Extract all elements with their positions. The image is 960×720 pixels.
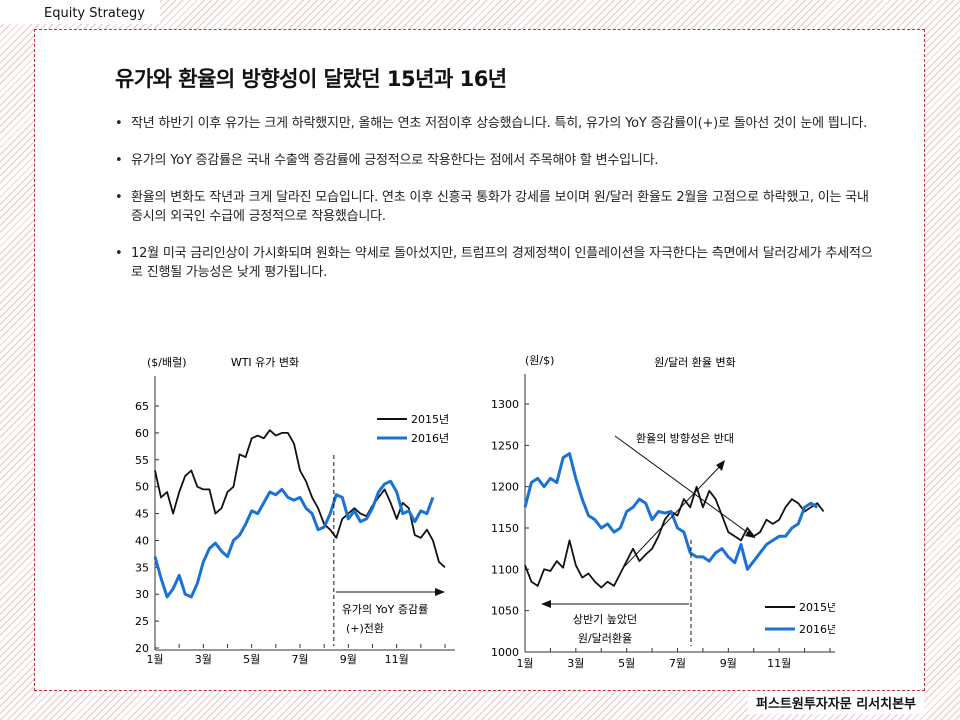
series-line-2016: [153, 479, 435, 599]
annotation-arrowhead: [716, 460, 725, 471]
x-tick-label: 1월: [516, 657, 533, 670]
annotation-text: 원/달러환율: [578, 632, 632, 645]
wti-chart: WTI 유가 변화 ($/배럴) 20 25 30 35 40 45 50 55 60 65 1월…: [135, 356, 455, 666]
annotation-arrowhead: [541, 600, 551, 608]
annotation-text: 유가의 YoY 증감률: [342, 603, 428, 616]
x-tick-label: 9월: [720, 657, 737, 670]
x-tick-label: 5월: [618, 657, 635, 670]
y-tick-label: 45: [135, 508, 149, 521]
y-axis-label: (원/$): [525, 354, 554, 367]
x-tick-label: 11월: [767, 657, 791, 670]
y-tick-label: 1250: [491, 439, 519, 452]
legend: 2015년 2016년: [377, 413, 449, 445]
y-tick-label: 1300: [491, 398, 519, 411]
x-tick-label: 9월: [340, 653, 357, 666]
y-tick-label: 1200: [491, 481, 519, 494]
annotation-arrow: [624, 462, 724, 567]
y-tick-label: 1050: [491, 605, 519, 618]
y-tick-label: 60: [135, 427, 149, 440]
y-axis-label: ($/배럴): [147, 356, 187, 369]
fx-chart: 원/달러 환율 변화 (원/$) 1000 1050 1100 1150 1200 125…: [491, 354, 835, 670]
y-tick-label: 65: [135, 400, 149, 413]
x-tick-label: 3월: [195, 653, 212, 666]
chart-title: WTI 유가 변화: [231, 356, 299, 369]
bullet-item: 환율의 변화도 작년과 크게 달라진 모습입니다. 연초 이후 신흥국 통화가 …: [115, 188, 875, 226]
legend-label-2015: 2015년: [411, 413, 449, 426]
legend-label-2016: 2016년: [411, 432, 449, 445]
annotation-text: 상반기 높았던: [573, 613, 637, 626]
y-tick-label: 25: [135, 615, 149, 628]
footer-company: 퍼스트원투자자문 리서치본부: [747, 691, 924, 714]
bullet-item: 12월 미국 금리인상이 가시화되며 원화는 약세로 돌아섰지만, 트럼프의 경…: [115, 244, 875, 282]
content-panel: 유가와 환율의 방향성이 달랐던 15년과 16년 작년 하반기 이후 유가는 …: [34, 29, 925, 691]
x-tick-label: 7월: [669, 657, 686, 670]
y-tick-label: 1150: [491, 522, 519, 535]
series-line-2016: [523, 452, 819, 571]
bullet-item: 작년 하반기 이후 유가는 크게 하락했지만, 올해는 연초 저점이후 상승했습…: [115, 114, 875, 133]
y-tick-label: 40: [135, 534, 149, 547]
annotation-arrow: [614, 435, 756, 539]
series-line-2015: [154, 429, 446, 568]
annotation-arrowhead: [745, 530, 755, 538]
x-tick-label: 11월: [385, 653, 409, 666]
y-tick-label: 20: [135, 642, 149, 655]
x-tick-label: 5월: [243, 653, 260, 666]
y-tick-label: 50: [135, 481, 149, 494]
section-label: Equity Strategy: [0, 0, 160, 24]
y-tick-label: 30: [135, 588, 149, 601]
annotation-arrowhead: [435, 588, 445, 596]
legend-label-2016: 2016년: [799, 623, 835, 636]
x-tick-label: 7월: [291, 653, 308, 666]
legend: 2015년 2016년: [765, 601, 835, 636]
y-tick-label: 35: [135, 561, 149, 574]
x-tick-label: 3월: [567, 657, 584, 670]
chart-title: 원/달러 환율 변화: [654, 356, 736, 369]
legend-label-2015: 2015년: [799, 601, 835, 614]
bullet-item: 유가의 YoY 증감률은 국내 수출액 증감률에 긍정적으로 작용한다는 점에서…: [115, 151, 875, 170]
y-tick-label: 55: [135, 454, 149, 467]
bullet-list: 작년 하반기 이후 유가는 크게 하락했지만, 올해는 연초 저점이후 상승했습…: [115, 114, 875, 300]
y-tick-label: 1100: [491, 563, 519, 576]
annotation-text: (+)전환: [346, 622, 384, 635]
page-title: 유가와 환율의 방향성이 달랐던 15년과 16년: [115, 67, 507, 91]
annotation-text: 환율의 방향성은 반대: [636, 432, 734, 445]
y-tick-label: 1000: [491, 646, 519, 659]
x-tick-label: 1월: [146, 653, 163, 666]
